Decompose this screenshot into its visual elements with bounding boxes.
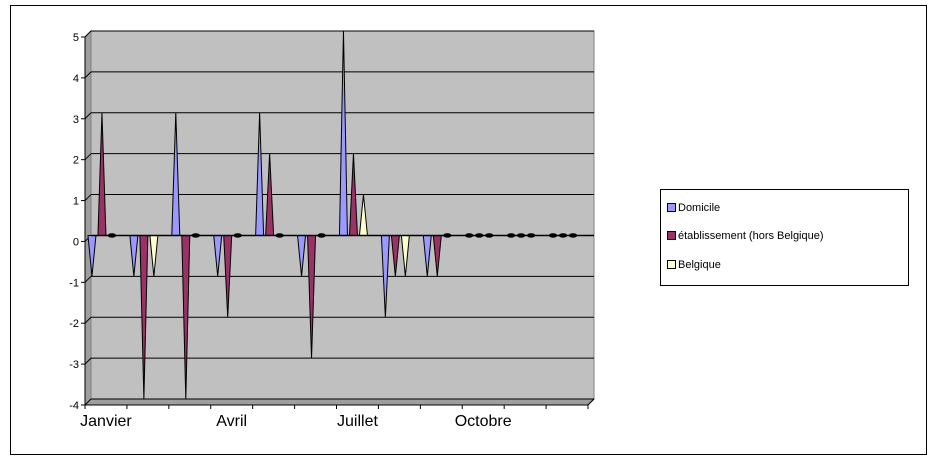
side-wall (84, 29, 92, 407)
y-tick-label: -2 (69, 318, 79, 330)
gridline-side (84, 275, 92, 283)
x-tick-label: Octobre (455, 413, 512, 430)
legend-swatch-etablissement (667, 230, 676, 240)
legend: Domicile établissement (hors Belgique) B… (660, 189, 909, 286)
y-tick-label: 4 (73, 73, 79, 85)
gridline-side (84, 153, 92, 161)
gridline-side (84, 112, 92, 120)
y-tick-label: -1 (69, 277, 79, 289)
floor (83, 398, 596, 406)
y-tick-label: -3 (69, 359, 79, 371)
gridline-side (84, 71, 92, 79)
legend-swatch-belgique (667, 259, 676, 269)
gridline-side (84, 357, 92, 365)
y-tick-label: 0 (73, 236, 79, 248)
legend-label-domicile: Domicile (678, 202, 721, 214)
y-tick-label: 1 (73, 196, 79, 208)
chart-frame: 5 4 3 2 1 0 -1 -2 -3 -4 Janvier Avril Juillet Octobre… (10, 5, 927, 455)
x-tick-label: Janvier (80, 413, 132, 430)
y-tick-label: 5 (73, 32, 79, 44)
legend-swatch-domicile (667, 202, 676, 212)
legend-item-domicile: Domicile (667, 202, 720, 214)
y-tick-label: 2 (73, 155, 79, 167)
x-axis-depth (587, 398, 595, 406)
gridline-side (84, 30, 92, 38)
legend-item-etablissement: établissement (hors Belgique) (667, 230, 824, 242)
y-tick-label: 3 (73, 114, 79, 126)
gridline-side (84, 194, 92, 201)
legend-item-belgique: Belgique (667, 259, 721, 271)
x-tick-label: Juillet (337, 413, 378, 430)
gridline-side (84, 316, 92, 324)
legend-label-etablissement: établissement (hors Belgique) (678, 230, 824, 242)
y-tick-label: -4 (69, 400, 79, 412)
x-tick-label: Avril (216, 413, 247, 430)
gridline-side (84, 398, 92, 406)
legend-label-belgique: Belgique (678, 259, 721, 271)
